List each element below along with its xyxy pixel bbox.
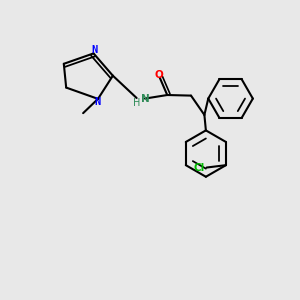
Text: H: H bbox=[133, 98, 140, 108]
Text: N: N bbox=[95, 98, 101, 107]
Text: N: N bbox=[91, 45, 98, 56]
Text: Cl: Cl bbox=[193, 163, 204, 173]
Text: O: O bbox=[155, 70, 164, 80]
Text: N: N bbox=[141, 94, 149, 103]
